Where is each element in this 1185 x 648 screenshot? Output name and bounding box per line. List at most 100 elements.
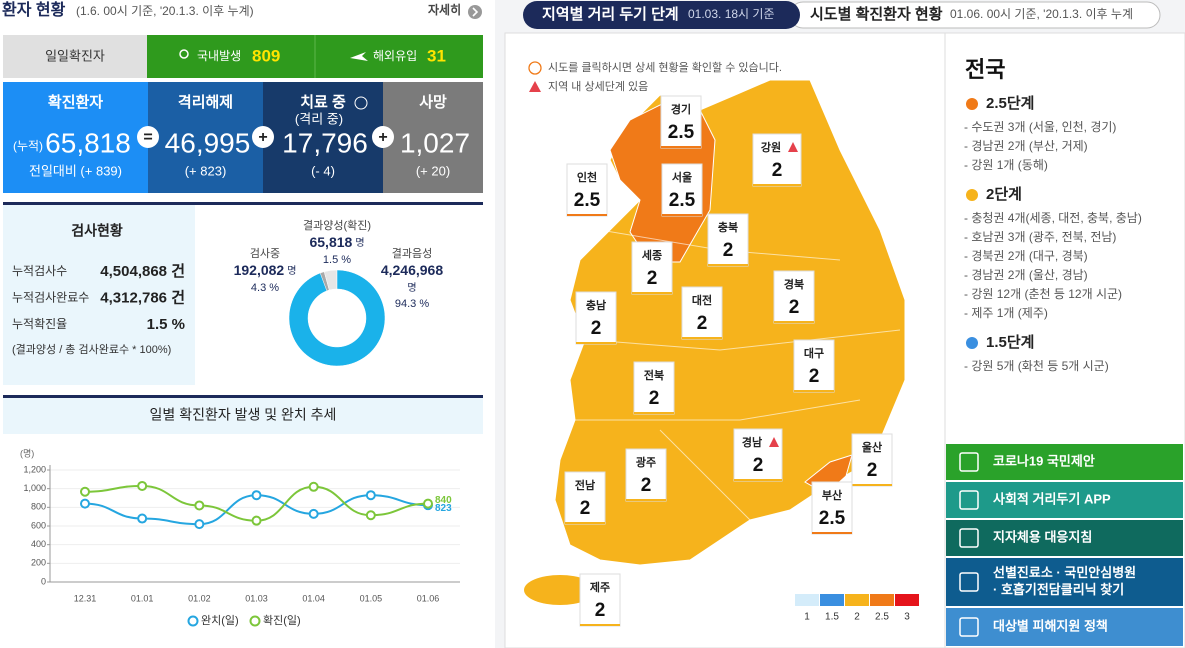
region-name: 대구 xyxy=(804,346,824,360)
region-name: 부산 xyxy=(822,488,842,502)
button-label: · 호흡기전담클리닉 찾기 xyxy=(993,582,1124,597)
stage-item: - 강원 5개 (화천 등 5개 시군) xyxy=(964,358,1109,373)
daily-label: 일일확진자 xyxy=(45,48,105,63)
region-level-swatch xyxy=(580,624,620,626)
link-button[interactable] xyxy=(946,558,1183,606)
summary-label: 격리해제 xyxy=(178,93,233,111)
end-label: 823 xyxy=(435,503,452,514)
tests-label: 누적확진율 xyxy=(12,317,67,331)
x-tick-label: 12.31 xyxy=(74,593,97,603)
donut-count: 4,246,968 명 xyxy=(381,262,443,294)
x-tick-label: 01.01 xyxy=(131,593,154,603)
y-tick-label: 1,200 xyxy=(23,464,46,474)
tab-title[interactable]: 시도별 확진환자 현황 xyxy=(810,5,943,23)
title: 환자 현황 xyxy=(2,0,66,19)
summary-box xyxy=(263,82,383,193)
region-box[interactable] xyxy=(660,95,702,149)
region-name: 경기 xyxy=(671,102,691,116)
link-button[interactable] xyxy=(946,482,1183,518)
region-box[interactable] xyxy=(564,471,606,525)
legend-label: 확진(일) xyxy=(263,613,301,627)
link-button[interactable] xyxy=(946,608,1183,646)
point xyxy=(194,519,205,530)
stage-item: - 충청권 4개(세종, 대전, 충북, 충남) xyxy=(964,211,1142,225)
region-level: 2 xyxy=(753,455,764,476)
tab-active[interactable] xyxy=(523,1,800,29)
more-arrow xyxy=(472,7,479,17)
scale-label: 2 xyxy=(854,612,860,623)
operator-circle xyxy=(372,126,394,148)
more-link[interactable]: 자세히 xyxy=(428,2,461,17)
operator: = xyxy=(143,129,152,146)
region-level-swatch xyxy=(626,499,666,501)
point xyxy=(365,510,376,521)
point xyxy=(80,486,90,497)
y-tick-label: 400 xyxy=(31,539,46,549)
region-level-swatch xyxy=(812,532,852,534)
stage-label: 2단계 xyxy=(986,186,1022,203)
scale-swatch xyxy=(820,594,844,606)
summary-label: 확진환자 xyxy=(48,93,103,111)
operator: + xyxy=(378,129,387,146)
jeju-island[interactable] xyxy=(524,575,596,605)
region-level-swatch xyxy=(774,321,814,323)
point xyxy=(137,480,148,491)
region-level: 2 xyxy=(723,240,734,261)
region-level: 2.5 xyxy=(668,122,695,143)
more-icon[interactable] xyxy=(468,5,482,19)
region-level: 2 xyxy=(697,313,708,334)
plane-icon xyxy=(350,52,368,61)
summary-change: 전일대비 (+ 839) xyxy=(29,163,122,178)
region-box[interactable] xyxy=(811,481,853,535)
scale-swatch xyxy=(795,594,819,606)
tests-value: 1.5 % xyxy=(147,316,185,333)
scale-swatch xyxy=(845,594,869,606)
region-box[interactable] xyxy=(631,241,673,295)
overseas-value: 31 xyxy=(427,46,446,65)
operator-circle xyxy=(252,126,274,148)
overseas-label: 해외유입 xyxy=(373,49,417,63)
button-label: 사회적 거리두기 APP xyxy=(993,491,1111,506)
region-level: 2 xyxy=(580,498,591,519)
region-box[interactable] xyxy=(661,163,703,217)
scale-label: 2.5 xyxy=(875,612,889,623)
donut-value-label: 94.3 % xyxy=(395,298,429,310)
summary-label: 사망 xyxy=(419,93,447,111)
region-name: 전북 xyxy=(644,368,664,382)
region-box[interactable] xyxy=(575,291,617,345)
x-tick-label: 01.06 xyxy=(417,593,440,603)
region-level: 2 xyxy=(595,600,606,621)
tests-bg xyxy=(3,205,195,385)
summary-change: (+ 20) xyxy=(416,163,450,178)
unit: 명 xyxy=(355,237,364,249)
region-box[interactable] xyxy=(625,448,667,502)
warning-icon xyxy=(529,81,541,92)
operator: + xyxy=(258,129,267,146)
link-button[interactable] xyxy=(946,444,1183,480)
region-box[interactable] xyxy=(681,286,723,340)
scale-swatch xyxy=(870,594,894,606)
tab-title[interactable]: 지역별 거리 두기 단계 xyxy=(542,5,679,23)
point xyxy=(365,490,376,501)
tests-note: (결과양성 / 총 검사완료수 * 100%) xyxy=(12,343,171,356)
region-box[interactable] xyxy=(793,339,835,393)
region-name: 광주 xyxy=(636,456,656,469)
donut-count: 65,818 명 xyxy=(309,234,364,250)
domestic-label: 국내발생 xyxy=(197,49,241,63)
region-name: 세종 xyxy=(642,248,662,262)
summary-label: 치료 중 xyxy=(300,94,346,111)
chart-title: 일별 확진환자 발생 및 완치 추세 xyxy=(150,407,337,423)
summary-value: 1,027 xyxy=(400,127,470,158)
link-button[interactable] xyxy=(946,520,1183,556)
x-tick-label: 01.05 xyxy=(360,593,383,603)
stage-dot xyxy=(966,337,978,349)
summary-sublabel: (격리 중) xyxy=(295,111,343,126)
count: 192,082 xyxy=(234,262,285,278)
region-box[interactable] xyxy=(773,270,815,324)
region-name: 경남 xyxy=(742,435,762,449)
summary-box xyxy=(3,82,148,193)
point xyxy=(251,515,262,526)
donut-value-label: 1.5 % xyxy=(323,254,351,266)
